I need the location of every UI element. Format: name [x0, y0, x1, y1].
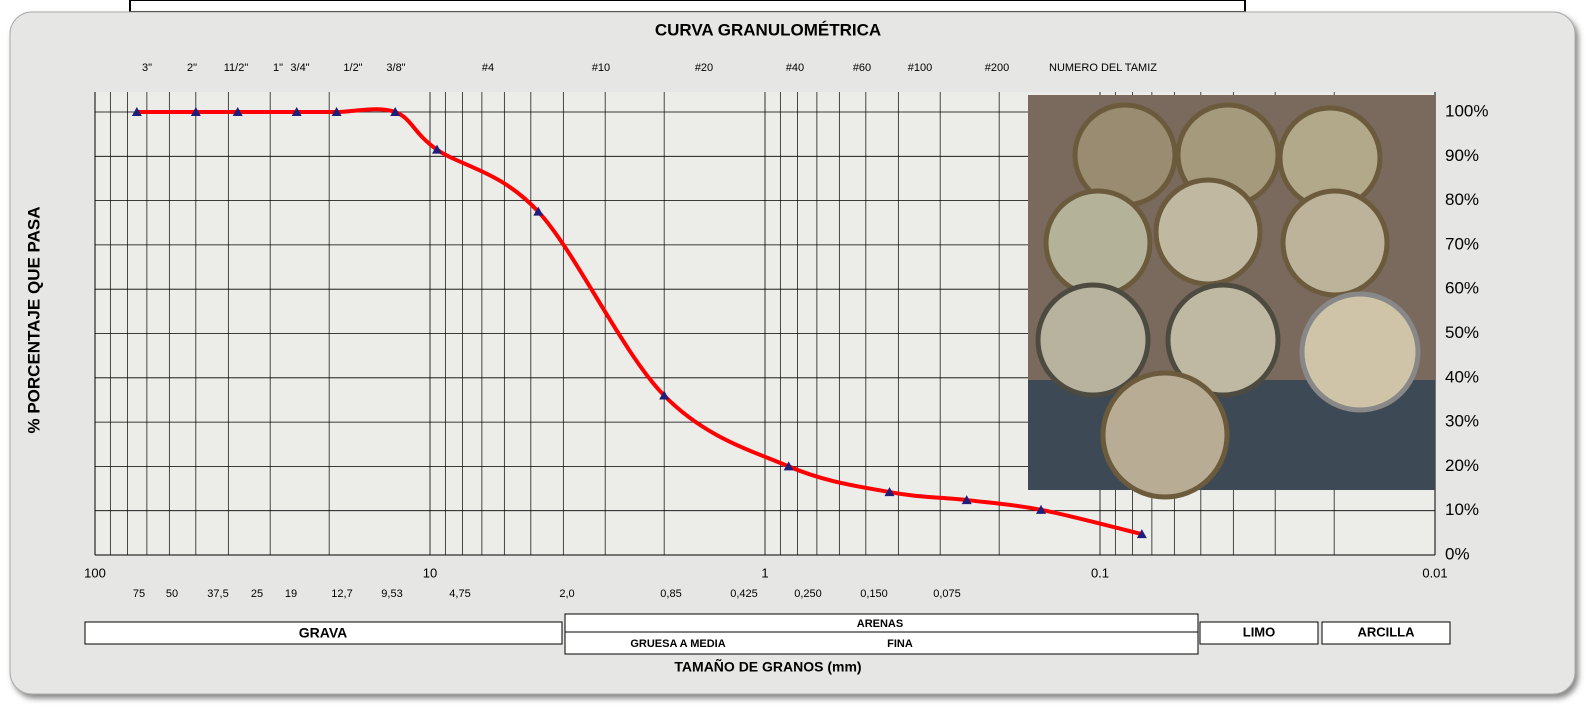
chart-title: CURVA GRANULOMÉTRICA [655, 20, 881, 39]
sieve-name: #40 [786, 62, 804, 74]
sieve-size: 75 [133, 588, 145, 600]
class-label: FINA [887, 638, 913, 650]
x-tick-label: 0.1 [1091, 565, 1109, 580]
sieve-size: 0,075 [933, 588, 961, 600]
y-tick-label: 80% [1445, 190, 1479, 209]
sieve-name: #20 [695, 62, 713, 74]
y-tick-label: 50% [1445, 323, 1479, 342]
sieve-header: NUMERO DEL TAMIZ [1049, 62, 1157, 74]
photo [1028, 95, 1435, 497]
sieve-name: 3" [142, 62, 152, 74]
sieve-size: 9,53 [381, 588, 402, 600]
sieve-name: 3/4" [290, 62, 309, 74]
sieve-size: 19 [285, 588, 297, 600]
sieve-name: #4 [482, 62, 494, 74]
y-tick-label: 70% [1445, 234, 1479, 253]
y-tick-label: 30% [1445, 412, 1479, 431]
sieve-size: 2,0 [559, 588, 574, 600]
class-label: GRUESA A MEDIA [630, 638, 725, 650]
y-tick-label: 90% [1445, 146, 1479, 165]
sieve-size: 37,5 [207, 588, 228, 600]
sieve-name: 1/2" [343, 62, 362, 74]
y-axis-title: % PORCENTAJE QUE PASA [24, 206, 43, 433]
x-tick-label: 10 [423, 565, 437, 580]
y-tick-label: 40% [1445, 367, 1479, 386]
sieve-size: 4,75 [449, 588, 470, 600]
y-tick-label: 20% [1445, 456, 1479, 475]
y-tick-label: 100% [1445, 101, 1488, 120]
y-tick-label: 10% [1445, 500, 1479, 519]
sieve-size: 0,150 [860, 588, 888, 600]
x-axis-title: TAMAÑO DE GRANOS (mm) [674, 658, 861, 675]
class-label: ARENAS [857, 618, 903, 630]
sieve-name: #100 [908, 62, 932, 74]
class-label: LIMO [1243, 624, 1276, 639]
sieve-size: 0,250 [794, 588, 822, 600]
sieve-size: 12,7 [331, 588, 352, 600]
class-label: GRAVA [299, 625, 347, 641]
x-tick-label: 100 [84, 565, 106, 580]
y-tick-label: 0% [1445, 544, 1470, 563]
sieve-size: 50 [166, 588, 178, 600]
chart: 100 10 1 0.1 0.01 0% 10% 20% 30% 40% 50% 60% 70% 80% 9… [0, 0, 1586, 709]
sieve-size: 0,85 [660, 588, 681, 600]
sieve-name: #200 [985, 62, 1009, 74]
sieve-name: 1" [273, 62, 283, 74]
x-tick-label: 1 [761, 565, 768, 580]
sieve-size: 25 [251, 588, 263, 600]
sieve-name: 3/8" [386, 62, 405, 74]
sieve-name: #10 [592, 62, 610, 74]
y-tick-label: 60% [1445, 279, 1479, 298]
sieve-name: #60 [853, 62, 871, 74]
sieve-name: 2" [187, 62, 197, 74]
top-bar [130, 0, 1245, 12]
x-tick-label: 0.01 [1422, 565, 1447, 580]
class-label: ARCILLA [1357, 624, 1415, 639]
sieve-name: 11/2" [224, 62, 249, 74]
sieve-size: 0,425 [730, 588, 758, 600]
